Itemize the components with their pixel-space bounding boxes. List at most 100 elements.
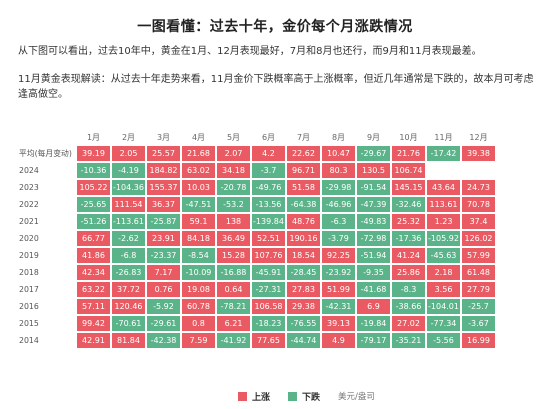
value-cell: 21.68	[182, 146, 215, 161]
value-cell: 80.3	[322, 163, 355, 178]
value-cell: 57.11	[77, 299, 110, 314]
value-cell: 22.62	[287, 146, 320, 161]
value-cell: -25.7	[462, 299, 495, 314]
value-cell: 29.38	[287, 299, 320, 314]
value-cell: -47.51	[182, 197, 215, 212]
value-cell: 106.74	[392, 163, 425, 178]
value-cell: -45.91	[252, 265, 285, 280]
month-header: 8月	[331, 132, 346, 142]
value-cell: 43.64	[427, 180, 460, 195]
value-cell: -91.54	[357, 180, 390, 195]
value-cell: -76.55	[287, 316, 320, 331]
month-header: 10月	[399, 132, 418, 142]
value-cell: -77.34	[427, 316, 460, 331]
value-cell: -41.68	[357, 282, 390, 297]
monthly-change-table-container: 1月 2月 3月 4月 5月 6月 7月 8月 9月 10月 11月 12月 平均(每月变动) 39.1…	[16, 128, 497, 350]
legend: 上涨 下跌 美元/盎司	[238, 389, 375, 403]
value-cell: 4.2	[252, 146, 285, 161]
row-label: 2022	[19, 200, 39, 209]
value-cell: 10.47	[322, 146, 355, 161]
value-cell: 25.32	[392, 214, 425, 229]
value-cell: 66.77	[77, 231, 110, 246]
value-cell: -6.3	[322, 214, 355, 229]
value-cell: -29.98	[322, 180, 355, 195]
value-cell: 48.76	[287, 214, 320, 229]
value-cell: -104.36	[112, 180, 145, 195]
value-cell: 27.83	[287, 282, 320, 297]
value-cell	[427, 163, 460, 178]
value-cell: 105.22	[77, 180, 110, 195]
value-cell: 120.46	[112, 299, 145, 314]
value-cell: -79.17	[357, 333, 390, 348]
table-row: 2017 63.22 37.72 0.76 19.08 0.64 -27.31 27.83 51…	[18, 282, 495, 297]
value-cell: 7.17	[147, 265, 180, 280]
row-label: 2019	[19, 251, 39, 260]
value-cell: 34.18	[217, 163, 250, 178]
value-cell: -3.7	[252, 163, 285, 178]
value-cell: -35.21	[392, 333, 425, 348]
value-cell: 81.84	[112, 333, 145, 348]
value-cell: -17.42	[427, 146, 460, 161]
value-cell: -38.66	[392, 299, 425, 314]
month-header: 11月	[434, 132, 453, 142]
value-cell: 3.56	[427, 282, 460, 297]
value-cell: -13.56	[252, 197, 285, 212]
value-cell: 15.28	[217, 248, 250, 263]
table-row: 平均(每月变动) 39.19 2.05 25.57 21.68 2.07 4.2 22.62 1…	[18, 146, 495, 161]
row-label: 2018	[19, 268, 39, 277]
value-cell: -3.67	[462, 316, 495, 331]
month-header: 9月	[366, 132, 381, 142]
month-header: 1月	[86, 132, 101, 142]
analysis-text: 11月黄金表现解读：从过去十年走势来看，11月金价下跌概率高于上涨概率，但近几年…	[18, 74, 534, 100]
value-cell: 41.24	[392, 248, 425, 263]
value-cell: 4.9	[322, 333, 355, 348]
table-row: 2023 105.22 -104.36 155.37 10.03 -20.78 -49.76…	[18, 180, 495, 195]
value-cell: 39.38	[462, 146, 495, 161]
value-cell: 92.25	[322, 248, 355, 263]
value-cell: -72.98	[357, 231, 390, 246]
row-label: 2017	[19, 285, 39, 294]
value-cell: 113.61	[427, 197, 460, 212]
value-cell: -51.26	[77, 214, 110, 229]
unit-source-label: 美元/盎司	[338, 392, 375, 402]
value-cell: -78.21	[217, 299, 250, 314]
value-cell: -10.36	[77, 163, 110, 178]
value-cell: 57.99	[462, 248, 495, 263]
value-cell: 155.37	[147, 180, 180, 195]
value-cell: 107.76	[252, 248, 285, 263]
value-cell: 184.82	[147, 163, 180, 178]
value-cell: -70.61	[112, 316, 145, 331]
value-cell: -53.2	[217, 197, 250, 212]
value-cell: 16.99	[462, 333, 495, 348]
value-cell: 19.08	[182, 282, 215, 297]
value-cell: -45.63	[427, 248, 460, 263]
value-cell: -29.67	[357, 146, 390, 161]
value-cell: -17.36	[392, 231, 425, 246]
month-header: 12月	[469, 132, 488, 142]
value-cell: 37.72	[112, 282, 145, 297]
value-cell: -10.09	[182, 265, 215, 280]
value-cell: -64.38	[287, 197, 320, 212]
table-row: 2020 66.77 -2.62 23.91 84.18 36.49 52.51 190.16…	[18, 231, 495, 246]
row-label: 2014	[19, 336, 39, 345]
value-cell: 59.1	[182, 214, 215, 229]
value-cell: 6.21	[217, 316, 250, 331]
value-cell: 99.42	[77, 316, 110, 331]
value-cell: 27.79	[462, 282, 495, 297]
value-cell: 138	[217, 214, 250, 229]
value-cell: -44.74	[287, 333, 320, 348]
table-row: 2016 57.11 120.46 -5.92 60.78 -78.21 106.58 29.…	[18, 299, 495, 314]
value-cell: 2.05	[112, 146, 145, 161]
value-cell: 37.4	[462, 214, 495, 229]
table-row: 2015 99.42 -70.61 -29.61 0.8 6.21 -18.23 -76.55…	[18, 316, 495, 331]
value-cell: 39.19	[77, 146, 110, 161]
page-title: 一图看懂：过去十年，金价每个月涨跌情况	[137, 19, 413, 35]
value-cell: -5.92	[147, 299, 180, 314]
value-cell: 0.8	[182, 316, 215, 331]
value-cell: 145.15	[392, 180, 425, 195]
value-cell: -139.84	[252, 214, 285, 229]
value-cell: -27.31	[252, 282, 285, 297]
value-cell: -29.61	[147, 316, 180, 331]
table-row: 2018 42.34 -26.83 7.17 -10.09 -16.88 -45.91 -28…	[18, 265, 495, 280]
value-cell: 52.51	[252, 231, 285, 246]
